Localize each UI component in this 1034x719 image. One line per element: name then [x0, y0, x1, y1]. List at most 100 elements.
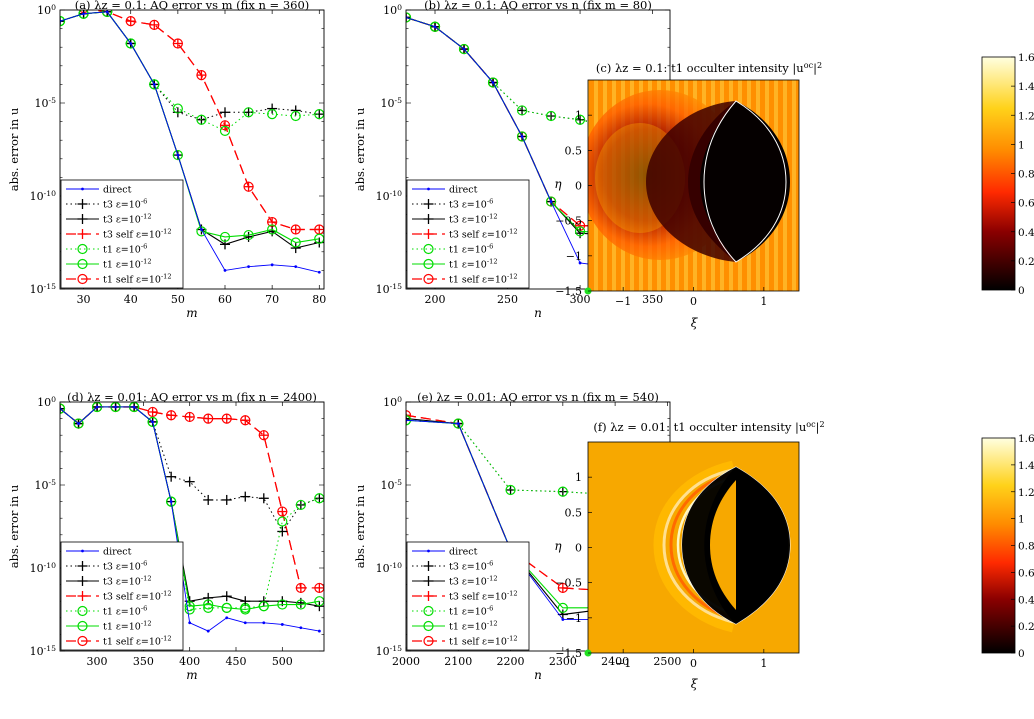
heatmap-xlabel-f: ξ [691, 677, 699, 691]
point-t1_6 [196, 114, 207, 125]
point-t3_12 [406, 413, 411, 424]
chart-panel-d: 300 350 400 450 500 100 10-5 10-10 10-15 direct t3… [7, 390, 325, 682]
point-t1_12 [219, 231, 231, 243]
legend-entry: t1 self ε=10-12 [103, 273, 172, 286]
point-direct [243, 621, 247, 625]
heatmap-title-f: (f) λz = 0.01: t1 occulter intensity |uo… [593, 420, 824, 436]
point-direct [114, 405, 117, 409]
point-t3_6 [184, 476, 195, 487]
point-t3_12 [221, 591, 232, 602]
legend-entry: t1 ε=10-12 [449, 620, 498, 633]
point-t1s_12 [221, 413, 232, 424]
point-t1_12 [258, 601, 269, 612]
x-tick-label: 40 [124, 293, 138, 306]
point-t1s_12 [240, 415, 251, 426]
y-tick-label: 100 [383, 395, 402, 410]
legend-entry: t3 self ε=10-12 [449, 228, 518, 241]
point-t1_12 [73, 418, 84, 429]
point-direct [317, 629, 321, 633]
point-t1_12 [295, 599, 306, 610]
point-t1s_12 [557, 582, 568, 594]
point-t1s_12 [290, 224, 301, 235]
chart-title-a: (a) λz = 0.1: AQ error vs m (fix n = 360… [75, 0, 310, 12]
x-axis-label-d: m [186, 668, 197, 682]
x-tick-label: 1 [760, 657, 767, 670]
point-t3_6 [267, 103, 278, 114]
y-tick-label: 0 [575, 180, 582, 193]
y-tick-label: 10-15 [376, 644, 402, 659]
point-t1_12 [267, 224, 278, 235]
chart-title-e: (e) λz = 0.01: AQ error vs n (fix m = 54… [417, 390, 659, 404]
point-t1_12 [203, 599, 214, 610]
point-direct [129, 42, 133, 45]
point-direct [77, 422, 80, 425]
legend-entry: t3 ε=10-6 [103, 198, 147, 211]
point-t1s_12 [277, 506, 288, 517]
point-direct [105, 10, 109, 14]
point-direct [225, 616, 229, 620]
point-t1_12 [574, 226, 586, 237]
point-direct [151, 420, 155, 424]
point-t3_6 [243, 107, 254, 118]
y-tick-label: −0.5 [555, 577, 582, 590]
point-t3_6 [277, 526, 288, 537]
point-direct [299, 626, 303, 630]
legend-e: direct t3 ε=10-6 t3 ε=10-12 t3 self ε=10-12… [406, 541, 530, 651]
legend-entry: t3 ε=10-12 [449, 213, 498, 226]
point-t1_12 [125, 38, 136, 49]
x-tick-label: 50 [171, 293, 185, 306]
colorbar-tick-label: 1 [1018, 139, 1025, 151]
colorbar-f [981, 437, 1016, 654]
y-tick-label: 0.5 [565, 144, 583, 157]
y-tick-label: 100 [37, 395, 56, 410]
point-t1_12 [60, 403, 66, 414]
legend-d: direct t3 ε=10-6 t3 ε=10-12 t3 self ε=10-12… [60, 541, 184, 651]
x-tick-label: 200 [425, 293, 446, 306]
x-tick-label: 2500 [653, 655, 681, 668]
point-t1_12 [516, 131, 528, 142]
point-t1_12 [184, 601, 195, 612]
y-tick-label: 10-10 [376, 561, 402, 576]
x-axis-label-e: n [534, 668, 542, 682]
point-t3_6 [221, 494, 232, 505]
point-t1s_12 [166, 410, 177, 421]
y-tick-label: 100 [37, 3, 56, 18]
x-tick-label: 2300 [549, 655, 577, 668]
point-t1s_12 [203, 413, 214, 424]
colorbar-tick-label: 1.4 [1018, 460, 1034, 472]
point-t1_6 [574, 114, 586, 125]
point-t3_6 [203, 494, 214, 505]
y-tick-label: −1.5 [555, 647, 582, 660]
point-t1_12 [545, 196, 557, 207]
heatmap-panel-c: (c) λz = 0.1: t1 occulter intensity |uoc… [554, 52, 1034, 330]
x-axis-label-a: m [186, 306, 197, 320]
heatmap-ylabel-c: η [554, 177, 562, 191]
point-t3_12 [243, 231, 254, 242]
point-t3_12 [60, 16, 65, 27]
legend-entry: t1 ε=10-12 [449, 258, 498, 271]
legend-entry: t3 ε=10-12 [449, 575, 498, 588]
point-t1s_12 [258, 430, 269, 441]
colorbar-tick-label: 0 [1018, 285, 1025, 297]
point-t1s_12 [149, 19, 160, 30]
point-t1_12 [557, 602, 568, 613]
colorbar-tick-label: 0.6 [1018, 198, 1034, 210]
point-t3_12 [60, 403, 65, 414]
x-tick-label: 0 [690, 295, 697, 308]
y-tick-label: 0.5 [565, 506, 583, 519]
y-axis-label-b: abs. error in u [353, 108, 367, 191]
y-axis-label-a: abs. error in u [7, 108, 21, 191]
legend-entry: t3 ε=10-12 [103, 575, 152, 588]
colorbar-tick-label: 1.6 [1018, 433, 1034, 445]
point-t1s_12 [196, 69, 207, 81]
y-tick-label: −1 [566, 250, 582, 263]
point-direct [169, 500, 173, 503]
legend-a: direct t3 ε=10-6 t3 ε=10-12 t3 self ε=10-12… [60, 179, 184, 289]
point-direct [200, 228, 203, 231]
point-direct [152, 83, 156, 86]
x-tick-label: 80 [312, 293, 326, 306]
legend-entry: t1 self ε=10-12 [449, 635, 518, 648]
point-t1_12 [487, 77, 499, 88]
point-direct [270, 263, 274, 267]
x-tick-label: 30 [77, 293, 91, 306]
